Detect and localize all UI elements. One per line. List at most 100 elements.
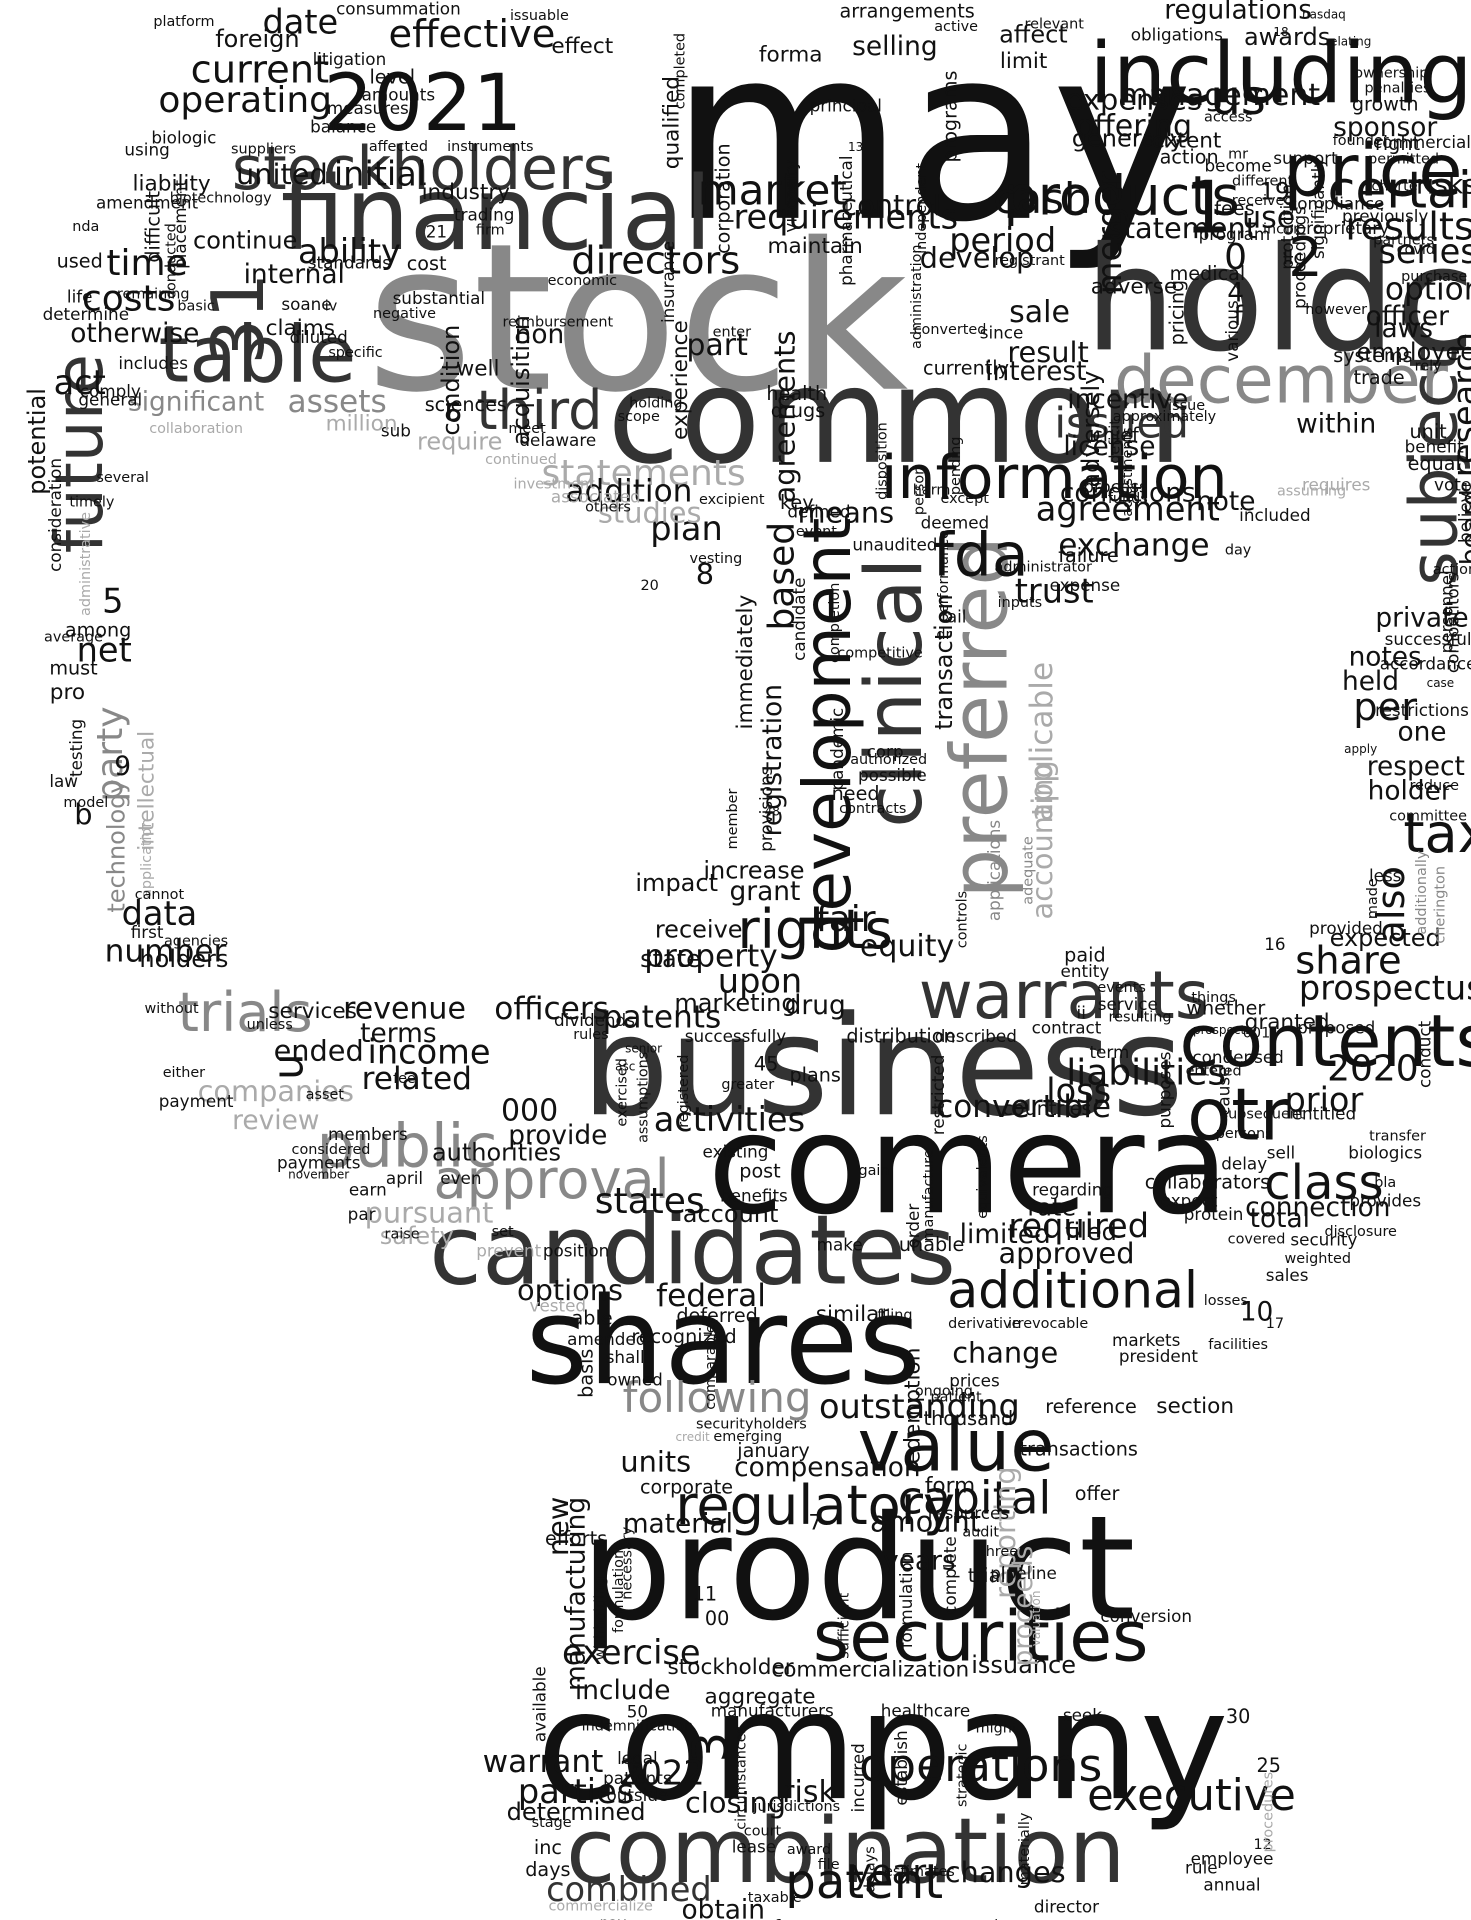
cloud-word: sciences <box>425 393 507 416</box>
cloud-word: pipeline <box>990 1563 1057 1583</box>
cloud-word: 31 <box>197 273 281 365</box>
cloud-word: state <box>640 945 701 973</box>
cloud-word: difficult <box>142 191 165 263</box>
cloud-word: public <box>317 1111 498 1181</box>
cloud-word: equity <box>860 929 954 964</box>
cloud-word: board <box>1456 489 1471 565</box>
cloud-word: biologic <box>151 127 216 147</box>
cloud-word: certain <box>1328 161 1471 220</box>
cloud-word: patent <box>785 1854 943 1910</box>
cloud-word: 25 <box>1256 1754 1280 1777</box>
cloud-word: costs <box>82 279 175 320</box>
cloud-word: relevant <box>1024 17 1084 33</box>
cloud-word: well <box>457 357 500 382</box>
cloud-word: initial <box>334 155 426 194</box>
cloud-word: business <box>581 986 1183 1147</box>
cloud-word: additional <box>947 1260 1198 1319</box>
cloud-word: filed <box>1065 1218 1117 1246</box>
cloud-word: securityholders <box>696 1417 807 1433</box>
cloud-word: event <box>796 524 837 540</box>
cloud-word: access <box>1204 110 1253 126</box>
cloud-word: year <box>851 1853 926 1892</box>
cloud-word: party <box>90 706 131 801</box>
cloud-word: revenue <box>343 992 466 1027</box>
cloud-word: become <box>1205 156 1272 176</box>
cloud-word: continue <box>193 226 297 254</box>
cloud-word: conditions <box>1060 477 1196 508</box>
cloud-word: defined <box>787 501 850 521</box>
cloud-word: health <box>766 382 827 405</box>
cloud-word: class <box>1264 1155 1383 1211</box>
cloud-word: set <box>492 1224 514 1240</box>
cloud-word: able <box>572 1307 613 1330</box>
cloud-word: merger <box>1090 172 1129 295</box>
cloud-word: independent <box>914 163 930 254</box>
cloud-word: dividends <box>554 1010 635 1030</box>
cloud-word: biotechnology <box>170 191 272 207</box>
cloud-word: disposition <box>875 422 891 500</box>
cloud-word: purposes <box>1155 1052 1175 1129</box>
cloud-word: redemption <box>901 1348 926 1473</box>
cloud-word: internal <box>244 259 345 290</box>
cloud-word: whether <box>1186 996 1265 1019</box>
cloud-word: combination <box>566 1799 1126 1904</box>
cloud-word: withholding <box>593 1576 609 1660</box>
cloud-word: executive <box>1087 1771 1296 1821</box>
cloud-word: amount <box>870 1505 981 1539</box>
cloud-word: failure <box>1058 544 1119 567</box>
cloud-word: million <box>326 412 398 437</box>
cloud-word: basic <box>177 299 214 315</box>
cloud-word: action <box>1160 145 1219 168</box>
cloud-word: information <box>881 443 1228 513</box>
cloud-word: provides <box>1349 1190 1421 1210</box>
cloud-word: rules <box>573 1027 608 1043</box>
cloud-word: among <box>65 619 132 642</box>
cloud-word: ii <box>1077 1003 1086 1023</box>
cloud-word: nasdaq <box>1302 8 1346 22</box>
cloud-word: key <box>780 491 814 514</box>
cloud-word: balance <box>310 116 376 136</box>
cloud-word: things <box>1191 990 1236 1006</box>
cloud-word: deemed <box>921 512 990 532</box>
cloud-word: fair <box>816 899 876 940</box>
cloud-word: systems <box>1333 344 1412 367</box>
cloud-word: legal <box>617 1748 658 1768</box>
cloud-word: sufficient <box>837 1592 853 1658</box>
cloud-word: conducted <box>164 223 180 299</box>
cloud-word: life <box>67 287 93 307</box>
cloud-word: substantial <box>393 288 485 308</box>
cloud-word: personnel <box>1437 570 1457 653</box>
cloud-word: obligations <box>1131 24 1223 44</box>
cloud-word: assumptions <box>636 1052 652 1143</box>
cloud-word: deferred <box>676 1304 758 1327</box>
cloud-word: emerging <box>713 1429 782 1445</box>
cloud-word: assuming <box>1277 484 1346 500</box>
cloud-word: prevent <box>476 1241 541 1261</box>
cloud-word: determine <box>43 304 129 324</box>
cloud-word: sell <box>1267 1143 1295 1163</box>
cloud-word: stock <box>366 200 908 438</box>
cloud-word: vested <box>530 1296 587 1316</box>
cloud-word: accordance <box>1380 653 1471 673</box>
cloud-word: regulations <box>1164 0 1312 25</box>
cloud-word: annual <box>1203 1874 1260 1894</box>
cloud-word: three <box>980 1544 1018 1560</box>
cloud-word: research <box>1445 332 1471 477</box>
cloud-word: section <box>1156 1394 1234 1419</box>
cloud-word: principal <box>810 95 882 115</box>
cloud-word: otherwise <box>70 318 199 349</box>
cloud-word: investment <box>513 476 595 492</box>
cloud-word: connection <box>1245 1192 1390 1223</box>
cloud-word: unable <box>899 1233 964 1256</box>
cloud-word: comparable <box>703 1324 719 1410</box>
cloud-word: years <box>883 1545 956 1576</box>
cloud-word: property <box>644 938 778 974</box>
cloud-word: 4 <box>1227 278 1244 309</box>
cloud-word: issue <box>1168 398 1205 414</box>
cloud-word: inc <box>534 1836 562 1859</box>
cloud-word: equivalents <box>975 1135 991 1219</box>
cloud-word: directors <box>571 239 740 284</box>
cloud-word: level <box>369 66 415 89</box>
cloud-word: compensation <box>734 1452 921 1483</box>
